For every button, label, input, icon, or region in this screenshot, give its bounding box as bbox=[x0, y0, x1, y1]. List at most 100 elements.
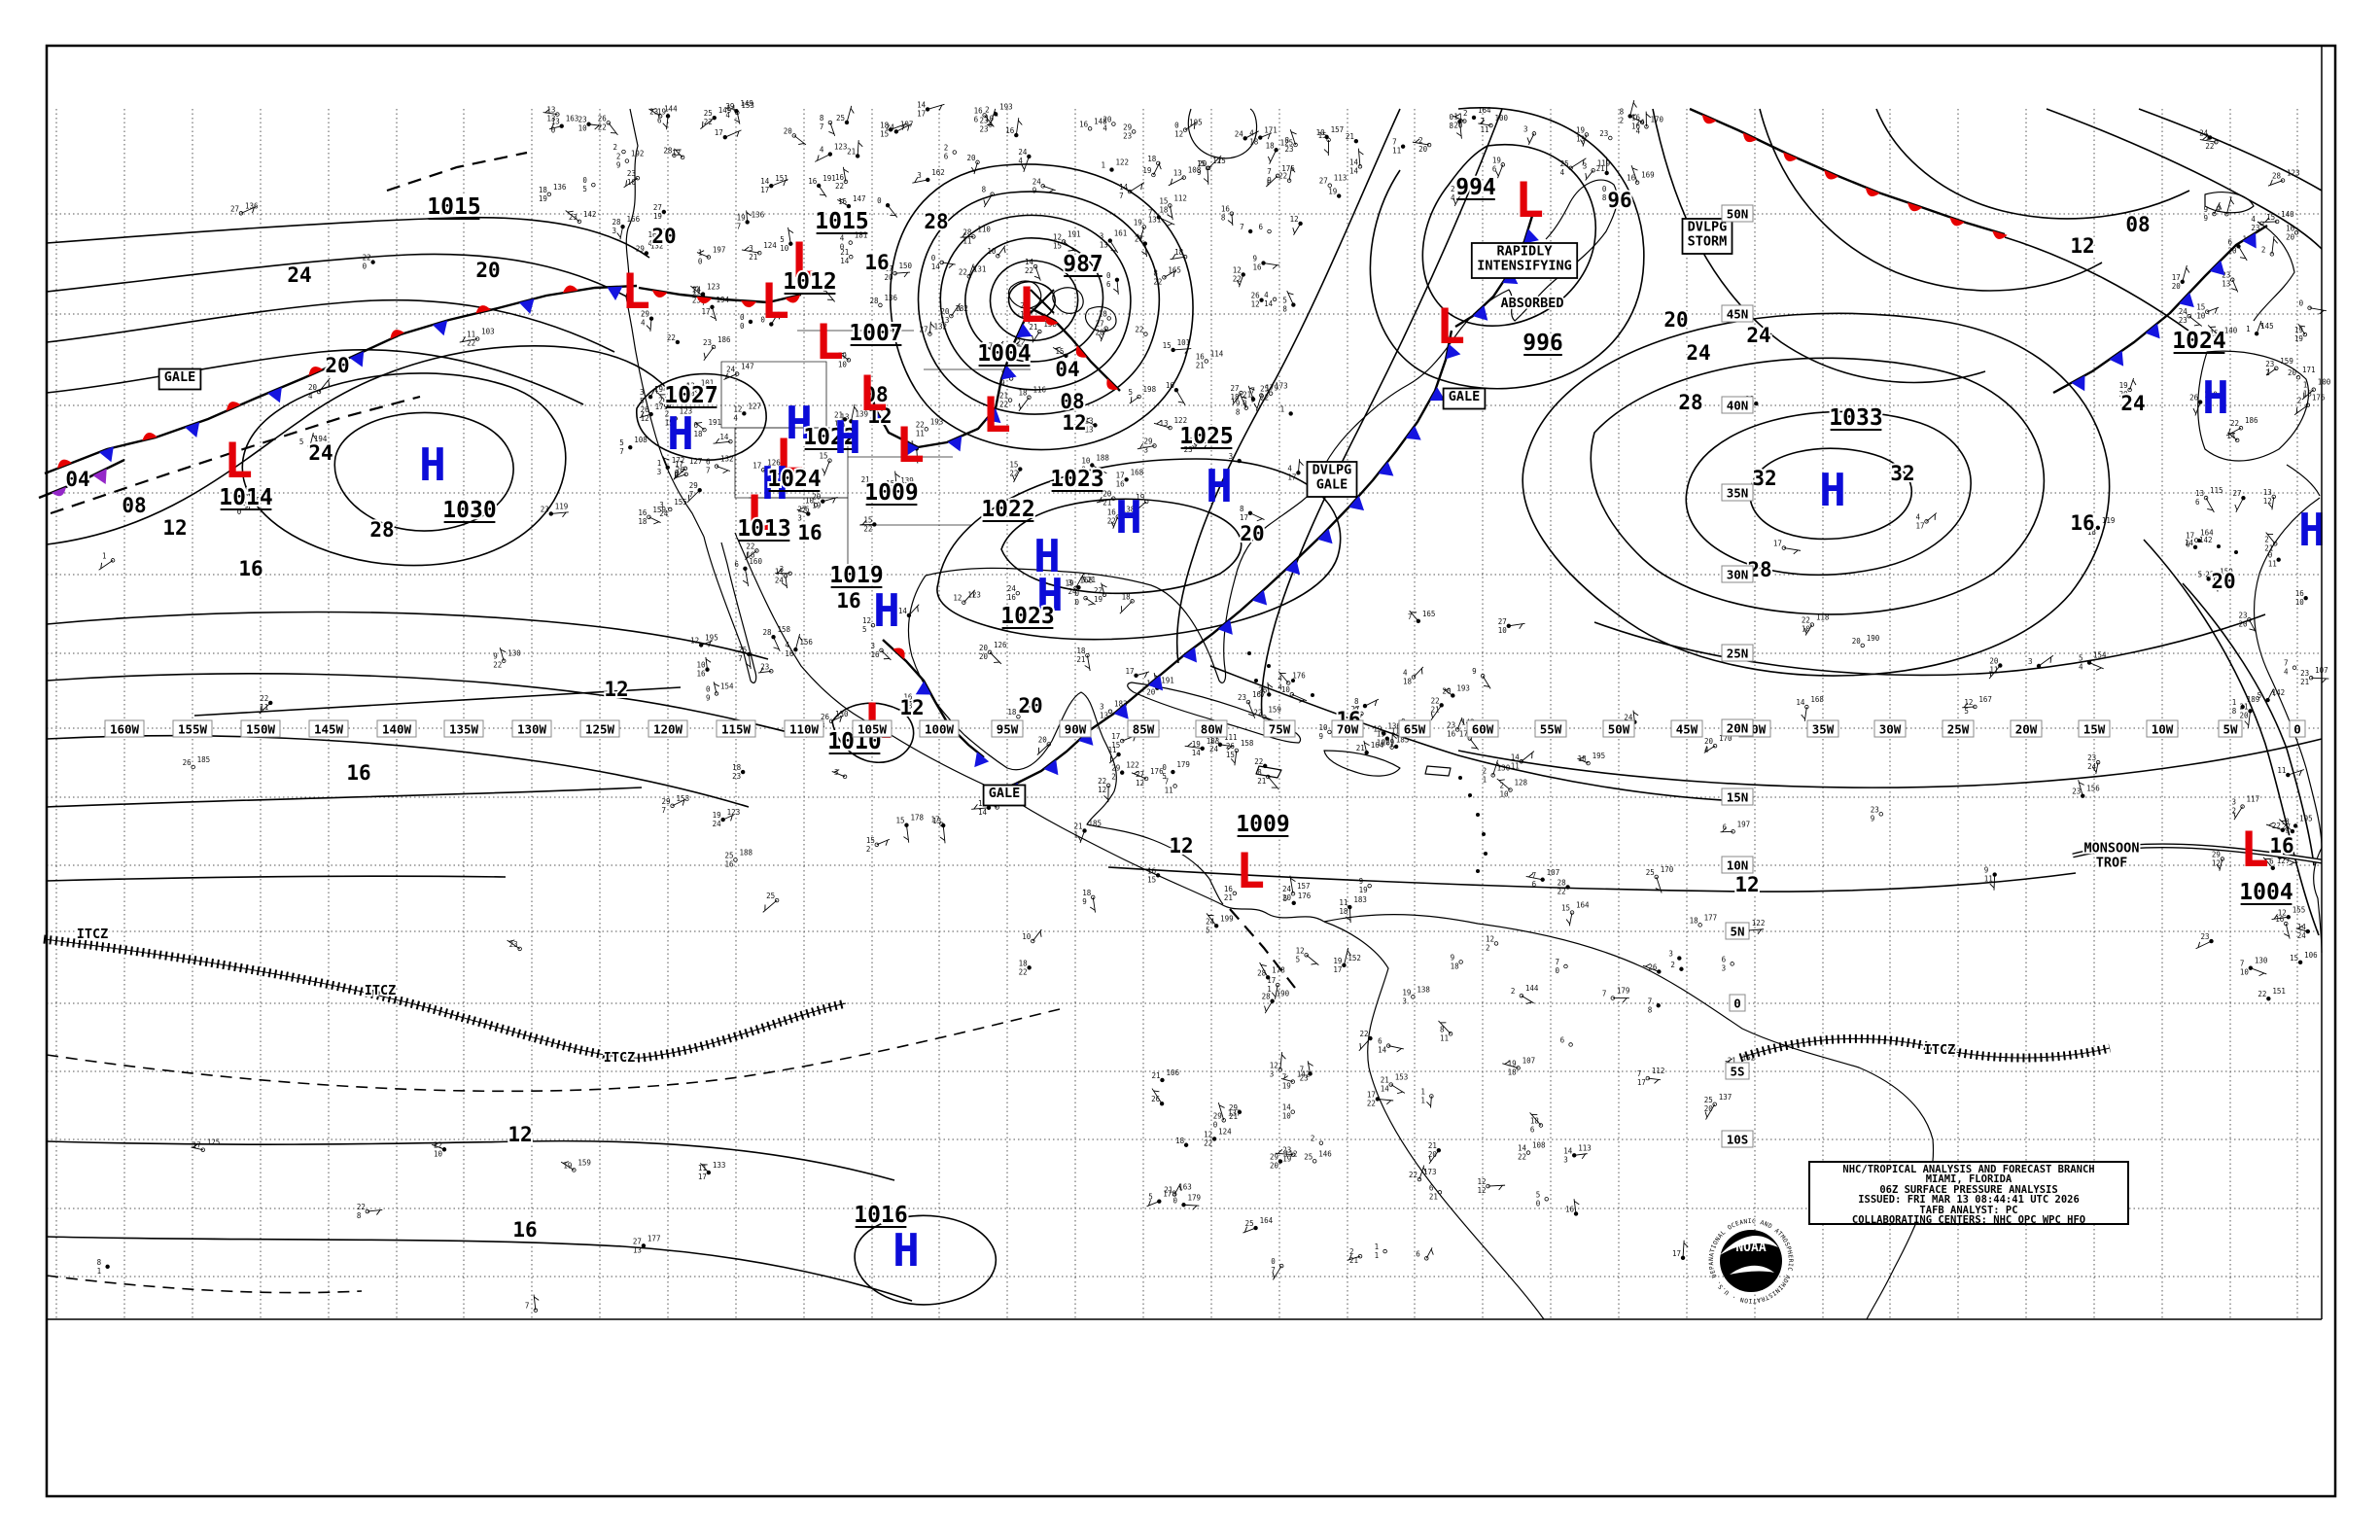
station-dewpoint: 17 bbox=[1287, 472, 1296, 481]
station-plot: 19 bbox=[1328, 188, 1342, 198]
station-circle bbox=[1367, 883, 1372, 889]
station-plot: 228 bbox=[357, 1203, 383, 1220]
wind-barb-tick bbox=[722, 470, 729, 474]
station-dewpoint: 22 bbox=[1233, 274, 1242, 283]
station-temp: 23 bbox=[760, 662, 769, 671]
station-plot: 23 142 bbox=[565, 210, 596, 225]
longitude-label-text: 140W bbox=[382, 722, 412, 737]
station-plot: 122 bbox=[1486, 934, 1499, 952]
station-plot: 614 bbox=[1378, 1037, 1404, 1055]
station-dewpoint: 16 bbox=[1007, 593, 1017, 602]
wind-barb-tick bbox=[1278, 1148, 1283, 1154]
station-pressure: 138 bbox=[1417, 985, 1430, 994]
station-temp: 3 bbox=[1100, 232, 1104, 241]
station-pressure: 161 bbox=[1114, 229, 1128, 238]
station-pressure: 158 bbox=[778, 625, 791, 634]
station-plot: 106 bbox=[805, 496, 819, 513]
wind-barb-tick bbox=[746, 211, 752, 217]
isobar-line bbox=[46, 611, 769, 660]
station-pressure: 156 bbox=[799, 638, 813, 647]
station-temp: 0 bbox=[877, 196, 882, 205]
station-temp: 24 bbox=[886, 122, 895, 131]
longitude-label-text: 20W bbox=[2015, 722, 2038, 737]
station-temp: 23 bbox=[2072, 788, 2081, 796]
wind-barb-tick bbox=[1292, 228, 1295, 234]
station-pressure: 140 bbox=[2281, 210, 2294, 219]
station-dewpoint: 15 bbox=[1053, 241, 1062, 250]
station-dewpoint: 11 bbox=[260, 703, 268, 712]
longitude-label: 75W bbox=[1263, 719, 1296, 738]
station-dewpoint: 19 bbox=[1359, 886, 1368, 894]
station-dewpoint: 18 bbox=[903, 702, 913, 711]
station-pressure: 124 bbox=[763, 241, 777, 250]
station-circle bbox=[878, 302, 883, 308]
longitude-label: 105W bbox=[852, 719, 892, 738]
station-pressure: 147 bbox=[741, 363, 754, 371]
station-plot: 78 bbox=[1648, 997, 1661, 1014]
station-temp: 2 bbox=[2261, 245, 2266, 254]
station-plot: 297 bbox=[686, 481, 702, 504]
station-temp: 26 bbox=[1258, 685, 1268, 694]
wind-barb-tick bbox=[1230, 758, 1236, 764]
station-plot: 3 bbox=[2028, 654, 2054, 669]
station-pressure: 152 bbox=[1348, 954, 1361, 962]
isobar-value-label: 12 bbox=[2070, 234, 2094, 258]
wind-barb-tick bbox=[917, 606, 919, 612]
station-temp: 10 bbox=[1281, 685, 1291, 694]
station-plot: 19 159 bbox=[560, 1158, 591, 1172]
station-temp: 9 bbox=[2216, 205, 2221, 214]
station-dewpoint: 23 bbox=[1123, 131, 1132, 140]
station-temp: 8 bbox=[1354, 697, 1359, 706]
station-temp: 29 bbox=[662, 797, 671, 806]
station-plot: 27 132 bbox=[919, 321, 947, 336]
isobar-value-label: 12 bbox=[604, 678, 628, 701]
station-temp: 19 bbox=[1373, 724, 1382, 733]
station-plot: 87 bbox=[820, 114, 836, 136]
station-temp: 6 bbox=[1416, 1249, 1420, 1258]
wind-barb-tick bbox=[1139, 442, 1143, 449]
wind-barb-tick bbox=[838, 198, 845, 201]
station-temp: 8 bbox=[982, 186, 987, 194]
station-pressure: 105 bbox=[1189, 119, 1203, 127]
station-temp: 26 bbox=[821, 713, 830, 721]
station-dewpoint: 1 bbox=[1420, 1096, 1425, 1104]
station-dewpoint: 10 bbox=[1498, 626, 1508, 635]
station-dewpoint: 21 bbox=[1349, 1256, 1358, 1265]
station-dewpoint: 16 bbox=[1447, 729, 1456, 738]
station-plot: 18 125 bbox=[1266, 138, 1293, 164]
station-temp: 27 bbox=[1096, 320, 1104, 329]
station-temp: 25 bbox=[738, 646, 747, 654]
station-temp: 10 bbox=[987, 247, 997, 256]
station-plot: 109 bbox=[1318, 723, 1332, 741]
station-plot: 98 bbox=[1236, 394, 1249, 417]
wind-barb-tick bbox=[1422, 1167, 1427, 1173]
longitude-label-text: 150W bbox=[246, 722, 276, 737]
longitude-label-text: 95W bbox=[997, 722, 1019, 737]
station-temp: 23 bbox=[1282, 1146, 1291, 1155]
station-temp: 8 bbox=[1240, 505, 1244, 513]
station-dewpoint: 9 bbox=[1081, 465, 1086, 473]
station-dewpoint: 8 bbox=[1602, 193, 1607, 202]
station-circle bbox=[1103, 326, 1108, 331]
station-pressure: 183 bbox=[1353, 895, 1367, 904]
station-pressure: 123 bbox=[967, 591, 981, 600]
station-temp: 21 bbox=[1074, 822, 1083, 830]
wind-barb-tick bbox=[1084, 417, 1091, 421]
station-temp: 4 bbox=[1249, 129, 1254, 138]
station-plot: 08 bbox=[1602, 185, 1616, 202]
station-pressure: 130 bbox=[2255, 957, 2268, 965]
station-pressure: 115 bbox=[2210, 486, 2223, 495]
latitude-label: 5N bbox=[1725, 922, 1750, 940]
station-plot: 21 bbox=[847, 140, 863, 158]
station-temp: 25 bbox=[1260, 385, 1269, 394]
station-dewpoint: 5 bbox=[1206, 926, 1210, 934]
station-dewpoint: 23 bbox=[1184, 445, 1193, 454]
station-pressure: 178 bbox=[910, 814, 924, 822]
